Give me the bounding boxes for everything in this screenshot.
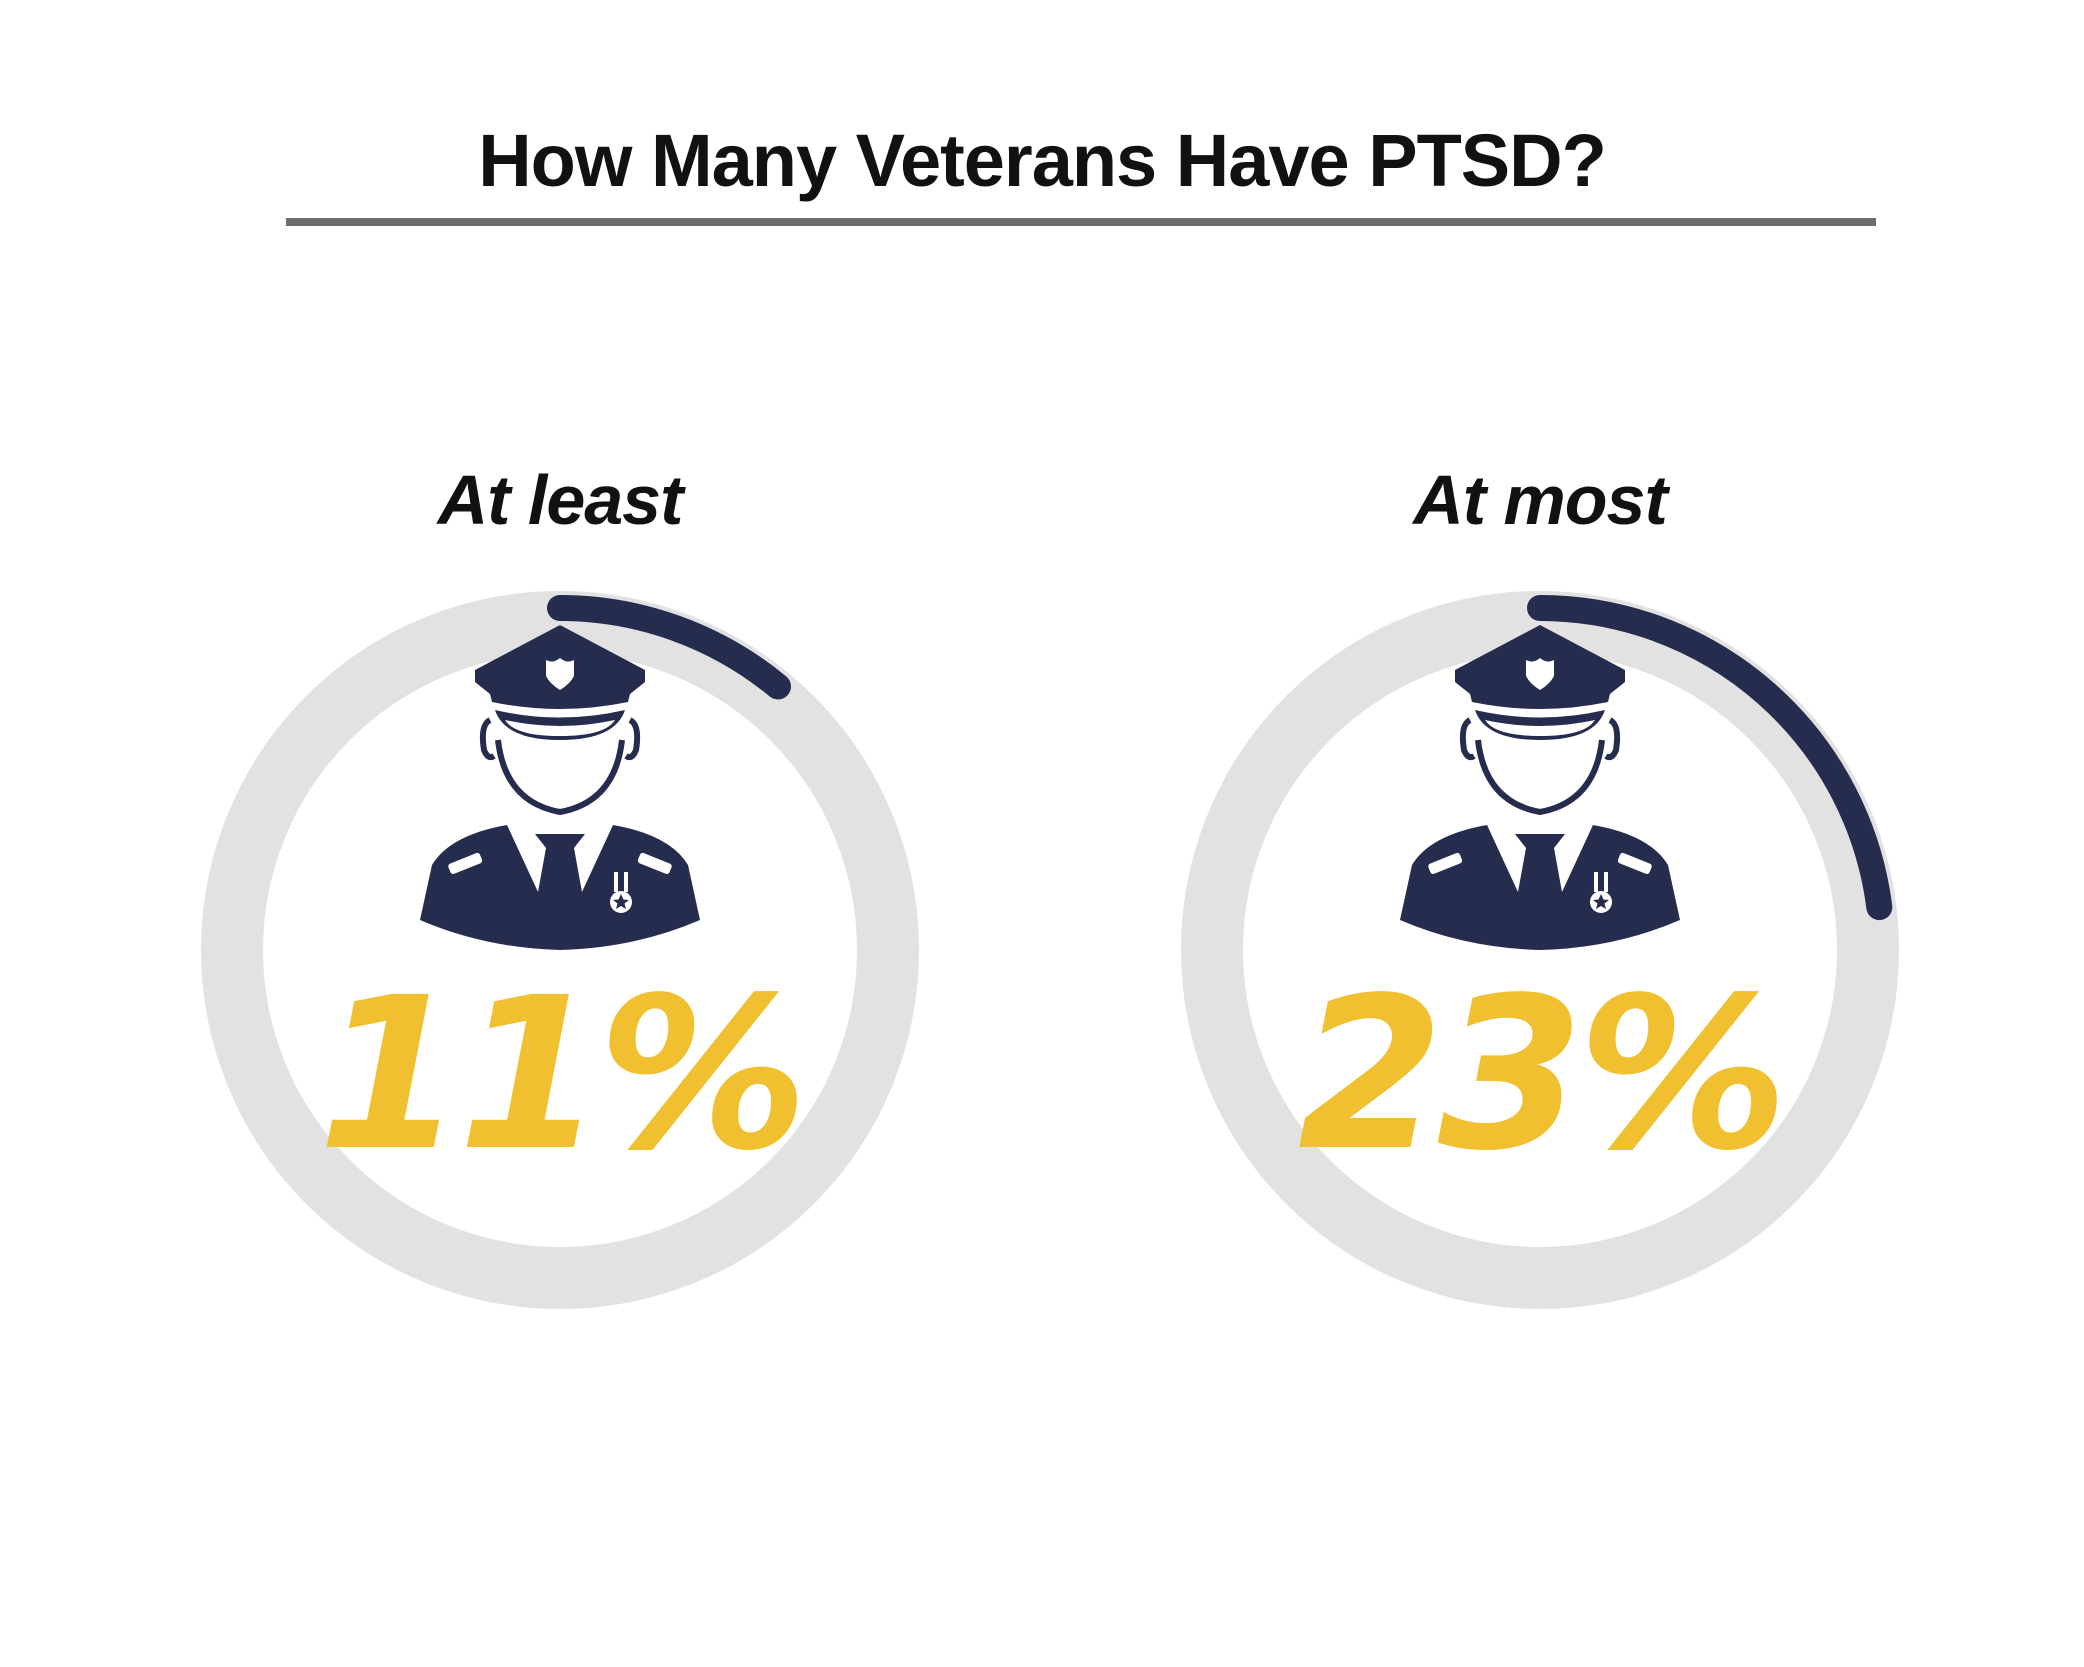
soldier-icon [1400, 625, 1680, 950]
stat-at-least: At least 11% [190, 460, 930, 1320]
progress-ring [1181, 591, 1899, 1309]
title-divider [286, 218, 1876, 226]
soldier-icon [420, 625, 700, 950]
stat-label: At most [1413, 461, 1668, 539]
stat-label: At least [437, 461, 684, 539]
chart-title: How Many Veterans Have PTSD? [478, 119, 1607, 202]
ring-track [201, 591, 919, 1309]
ring-progress-arc [547, 595, 791, 700]
ring-progress-arc [1527, 595, 1893, 921]
ring-track [1181, 591, 1899, 1309]
stat-value: 23% [1297, 952, 1789, 1197]
stat-at-most: At most 23% [1170, 460, 1910, 1320]
stat-value: 11% [317, 952, 809, 1197]
progress-ring [201, 591, 919, 1309]
